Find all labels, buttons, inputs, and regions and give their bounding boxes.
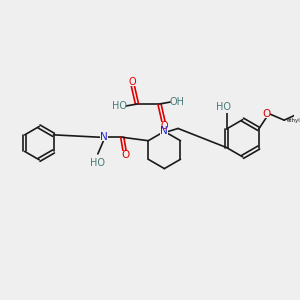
Text: OH: OH [169, 97, 184, 107]
Bar [160, 128, 168, 135]
Bar [121, 152, 129, 158]
Bar [115, 103, 124, 110]
Bar [221, 106, 232, 113]
Text: O: O [262, 109, 271, 119]
Text: N: N [100, 132, 108, 142]
Bar [92, 159, 104, 167]
Text: HO: HO [112, 101, 127, 111]
Text: O: O [121, 150, 129, 160]
Text: HO: HO [216, 102, 231, 112]
Text: N: N [160, 126, 168, 136]
Text: O: O [160, 121, 168, 130]
Bar [100, 134, 108, 141]
Bar [172, 99, 182, 106]
Bar [263, 111, 271, 118]
Text: HO: HO [90, 158, 105, 168]
Text: ethyl: ethyl [287, 118, 300, 123]
Bar [160, 122, 168, 129]
Text: O: O [128, 77, 136, 88]
Bar [128, 79, 136, 86]
